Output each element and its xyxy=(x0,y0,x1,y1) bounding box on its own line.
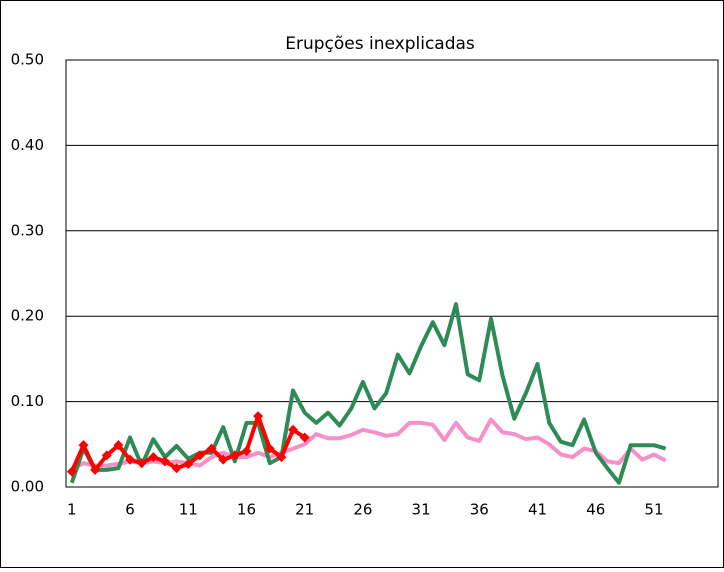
data-point xyxy=(101,450,112,461)
y-tick-label: 0.20 xyxy=(11,307,44,325)
x-tick-label: 26 xyxy=(353,501,372,519)
data-point xyxy=(90,464,101,475)
y-tick-label: 0.40 xyxy=(11,136,44,154)
y-tick-label: 0.00 xyxy=(11,478,44,496)
y-tick-label: 0.10 xyxy=(11,392,44,410)
chart-title: Erupções inexplicadas xyxy=(285,34,475,54)
data-point xyxy=(78,440,89,451)
series-line xyxy=(69,302,667,485)
x-tick-label: 41 xyxy=(528,501,547,519)
x-tick-label: 36 xyxy=(470,501,489,519)
x-tick-label: 31 xyxy=(412,501,431,519)
x-tick-label: 46 xyxy=(586,501,605,519)
data-point xyxy=(194,450,205,461)
x-tick-label: 51 xyxy=(644,501,663,519)
y-tick-label: 0.30 xyxy=(11,221,44,239)
data-point xyxy=(148,452,159,463)
data-point xyxy=(171,463,182,474)
data-point xyxy=(253,411,264,422)
x-tick-label: 16 xyxy=(237,501,256,519)
data-point xyxy=(288,424,299,435)
data-point xyxy=(299,432,310,443)
x-tick-label: 6 xyxy=(125,501,135,519)
data-point xyxy=(183,458,194,469)
x-tick-label: 11 xyxy=(179,501,198,519)
data-point xyxy=(113,440,124,451)
data-point xyxy=(276,452,287,463)
data-point xyxy=(264,443,275,454)
data-point xyxy=(206,443,217,454)
data-point xyxy=(241,446,252,457)
data-point xyxy=(229,450,240,461)
data-point xyxy=(159,456,170,467)
data-point xyxy=(136,458,147,469)
data-point xyxy=(218,454,229,465)
x-tick-label: 21 xyxy=(295,501,314,519)
data-point xyxy=(66,466,77,477)
series-line xyxy=(70,417,667,472)
data-point xyxy=(125,454,136,465)
y-tick-label: 0.50 xyxy=(11,51,44,69)
plot-area xyxy=(65,59,719,488)
x-tick-label: 1 xyxy=(67,501,77,519)
